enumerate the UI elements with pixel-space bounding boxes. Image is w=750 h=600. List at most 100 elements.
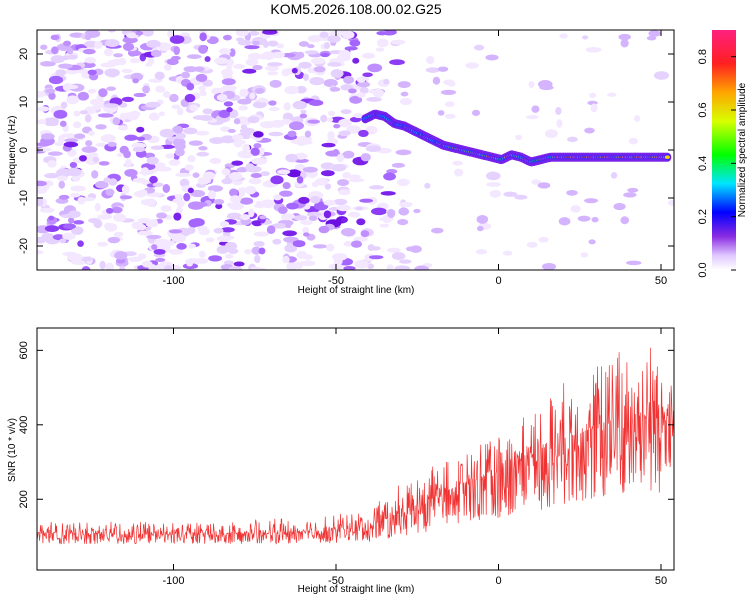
spectrogram-cell bbox=[124, 158, 133, 168]
snr-x-tick-label: -50 bbox=[328, 575, 344, 587]
spectrogram-cell bbox=[357, 81, 371, 88]
spectrogram-cell bbox=[648, 30, 661, 37]
spectrogram-cell bbox=[169, 35, 185, 44]
spectrogram-cell bbox=[198, 85, 206, 92]
spectrogram-cell bbox=[72, 121, 82, 129]
spectrogram-cell bbox=[94, 202, 101, 212]
spectrogram-cell bbox=[320, 114, 328, 123]
spectrogram-cell bbox=[251, 157, 268, 165]
spectrogram-cell bbox=[68, 54, 78, 60]
spectrogram-cell bbox=[473, 44, 485, 51]
spectrogram-cell bbox=[239, 197, 254, 205]
spectrogram-cell bbox=[60, 213, 77, 219]
spectrogram-cell bbox=[97, 241, 109, 247]
spectrogram-cell bbox=[634, 115, 641, 122]
spectrogram-cell bbox=[219, 220, 230, 228]
spectrogram-cell bbox=[77, 91, 90, 101]
spectrogram-cell bbox=[187, 155, 196, 163]
spectrogram-cell bbox=[84, 33, 92, 41]
spectrogram-cell bbox=[183, 127, 198, 135]
spectrogram-cell bbox=[186, 54, 202, 59]
spectrogram-cell bbox=[272, 238, 282, 245]
spectrogram-cell bbox=[279, 190, 293, 197]
spectrogram-cell bbox=[87, 88, 97, 94]
spectrogram-cell bbox=[309, 76, 325, 86]
spectrogram-cell bbox=[48, 92, 56, 100]
spectrogram-cell bbox=[537, 182, 551, 189]
spectrogram-cell bbox=[296, 51, 305, 59]
spectrogram-cell bbox=[302, 166, 318, 173]
spectrogram-cell bbox=[151, 244, 158, 250]
figure-title: KOM5.2026.108.00.02.G25 bbox=[270, 1, 441, 17]
spectrogram-cell bbox=[306, 211, 323, 218]
spectrogram-cell bbox=[424, 182, 431, 189]
spectrogram-cell bbox=[229, 188, 238, 197]
spectrogram-cell bbox=[250, 266, 261, 270]
spectrogram-cell bbox=[425, 67, 440, 73]
spectrogram-cell bbox=[292, 100, 308, 110]
spectrogram-cell bbox=[59, 120, 67, 127]
spectrogram-cell bbox=[62, 223, 77, 230]
spectrogram-cell bbox=[74, 133, 86, 139]
spectrogram-x-tick-label: 0 bbox=[495, 275, 501, 287]
spectrogram-cell bbox=[119, 265, 126, 270]
spectrogram-cell bbox=[145, 101, 161, 108]
spectrogram-cell bbox=[47, 160, 57, 168]
spectrogram-cell bbox=[620, 216, 630, 225]
spectrogram-cell bbox=[198, 227, 210, 236]
spectrogram-cell bbox=[172, 198, 183, 204]
spectrogram-cell bbox=[383, 78, 390, 85]
spectrogram-cell bbox=[453, 168, 464, 177]
spectrogram-cell bbox=[40, 133, 55, 140]
spectrogram-cell bbox=[503, 191, 518, 197]
spectrogram-cell bbox=[391, 252, 406, 260]
spectrogram-cell bbox=[118, 125, 129, 131]
spectrogram-cell bbox=[223, 101, 234, 107]
spectrogram-cell bbox=[237, 187, 247, 194]
spectrogram-cell bbox=[286, 261, 298, 270]
spectrogram-cell bbox=[215, 203, 223, 210]
spectrogram-cell bbox=[355, 206, 363, 211]
spectrogram-cell bbox=[174, 193, 183, 200]
spectrogram-cell bbox=[214, 57, 229, 65]
spectrogram-cell bbox=[127, 256, 143, 263]
spectrogram-cell bbox=[476, 214, 489, 224]
spectrogram-cell bbox=[240, 214, 251, 221]
spectrogram-cell bbox=[538, 236, 549, 243]
spectrogram-cell bbox=[162, 91, 171, 98]
spectrogram-cell bbox=[67, 253, 83, 262]
spectrogram-cell bbox=[257, 53, 270, 60]
spectrogram-cell bbox=[298, 196, 310, 204]
spectrogram-cell bbox=[228, 172, 243, 181]
spectrogram-cell bbox=[356, 218, 366, 226]
snr-x-tick-label: 50 bbox=[655, 575, 667, 587]
spectrogram-cell bbox=[302, 226, 310, 234]
spectrogram-cell bbox=[303, 254, 313, 260]
spectrogram-cell bbox=[248, 31, 260, 36]
spectrogram-cell bbox=[580, 252, 589, 258]
spectrogram-cell bbox=[183, 66, 198, 73]
spectrogram-cell bbox=[84, 114, 92, 123]
spectrogram-cell bbox=[176, 107, 184, 116]
spectrogram-cell bbox=[266, 225, 276, 235]
spectrogram-cell bbox=[248, 177, 262, 185]
spectrogram-cell bbox=[39, 207, 55, 213]
spectrogram-cell bbox=[352, 57, 360, 64]
spectrogram-cell bbox=[282, 255, 290, 264]
spectrogram-cell bbox=[91, 170, 99, 179]
spectrogram-cell bbox=[174, 148, 185, 157]
spectrogram-cell bbox=[44, 172, 60, 179]
spectrogram-cell bbox=[58, 63, 73, 69]
spectrogram-cell bbox=[284, 85, 299, 95]
spectrogram-cell bbox=[277, 169, 291, 175]
spectrogram-cell bbox=[246, 165, 262, 173]
spectrogram-x-tick-label: -50 bbox=[328, 275, 344, 287]
colorbar-tick-label: 0.2 bbox=[697, 209, 709, 224]
spectrogram-cell bbox=[146, 156, 159, 165]
spectrogram-cell bbox=[350, 240, 363, 248]
spectrogram-cell bbox=[242, 68, 257, 74]
spectrogram-cell bbox=[181, 71, 191, 79]
spectrogram-cell bbox=[341, 30, 355, 40]
spectrogram-cell bbox=[398, 207, 410, 216]
